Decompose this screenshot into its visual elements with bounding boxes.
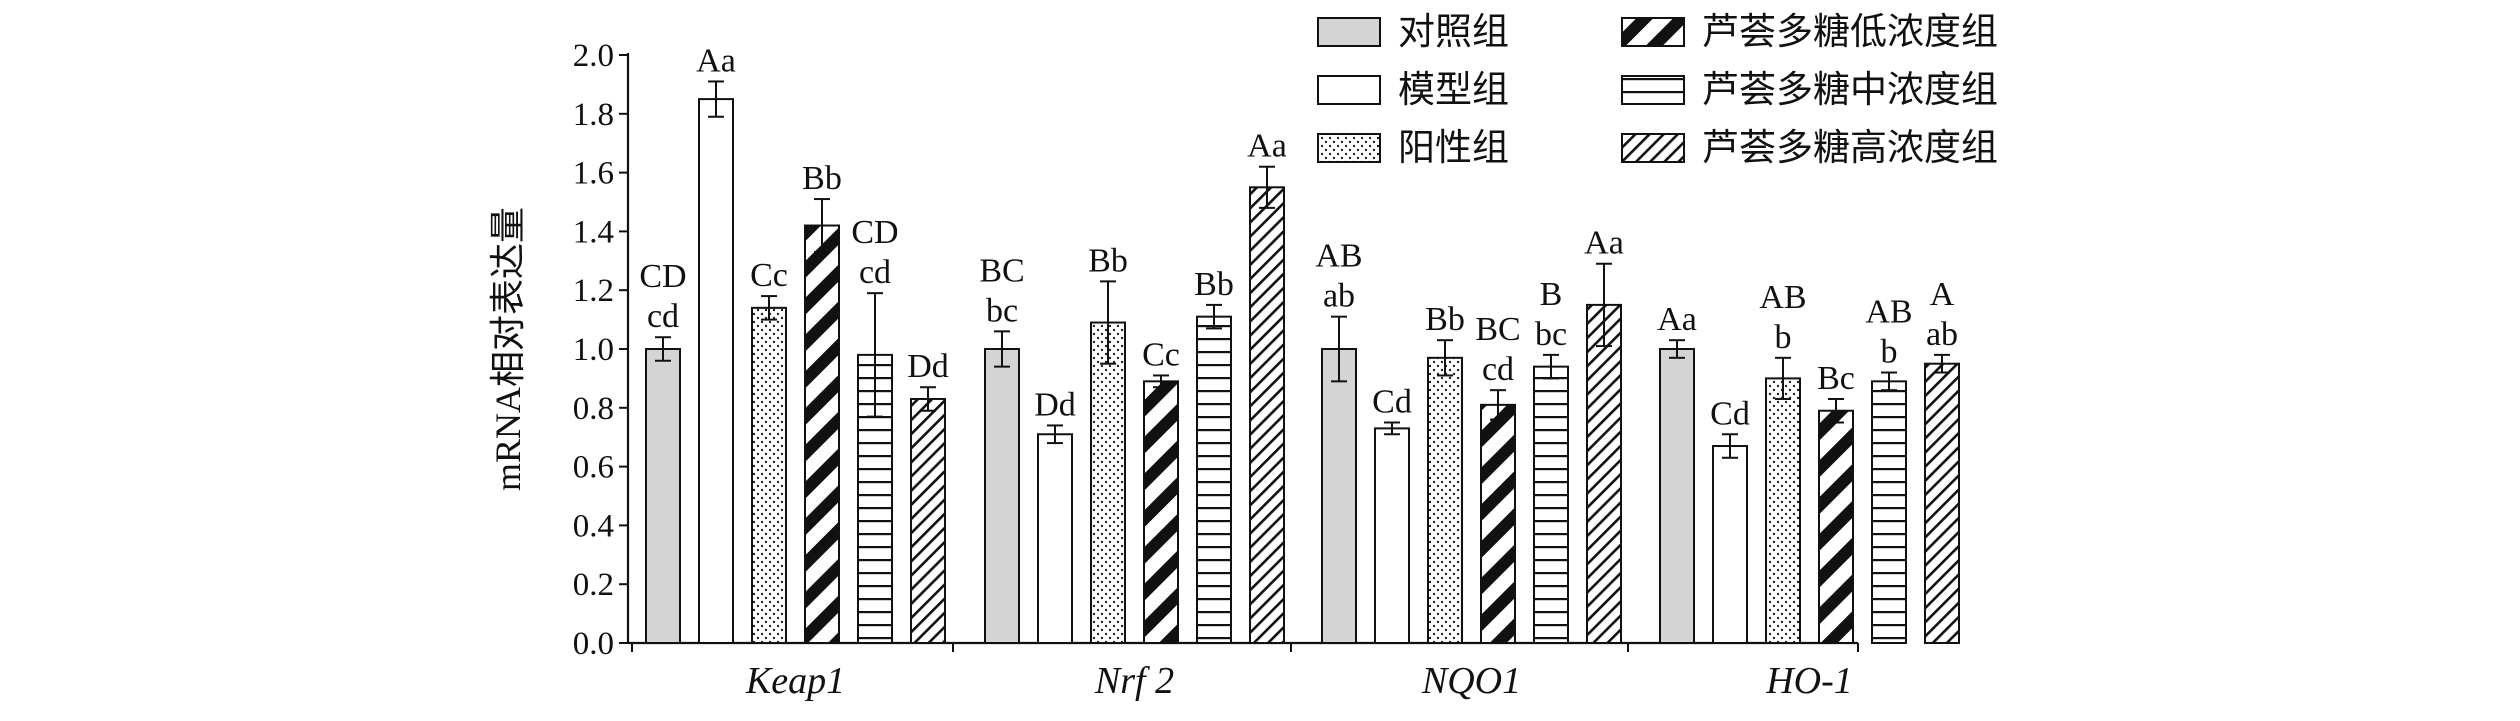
legend-label: 对照组 <box>1398 12 1509 53</box>
y-tick-label: 2.0 <box>573 38 614 74</box>
data-label: Cd <box>1372 384 1412 421</box>
bar <box>1871 380 1907 644</box>
bar <box>1818 409 1854 644</box>
data-label: Bb <box>1425 301 1465 338</box>
bar <box>1924 362 1960 644</box>
data-label: Dd <box>1034 386 1076 423</box>
x-category-label: Nrf 2 <box>1094 660 1174 702</box>
data-label: Bc <box>1817 360 1855 397</box>
legend-swatch <box>1317 17 1381 47</box>
bar <box>1427 356 1463 644</box>
bar <box>1374 427 1410 644</box>
bar <box>1712 445 1748 644</box>
data-label: Bb <box>802 160 842 197</box>
bar <box>645 348 681 644</box>
y-tick-label: 0.8 <box>573 391 614 427</box>
data-label: AB <box>1315 238 1362 275</box>
bar <box>804 224 840 645</box>
data-label: ab <box>1323 278 1355 315</box>
bar <box>910 397 946 645</box>
legend-label: 芦荟多糖高浓度组 <box>1702 127 1998 169</box>
legend-swatch <box>1317 133 1381 163</box>
bar <box>984 348 1020 644</box>
legend-swatch <box>1621 133 1685 163</box>
data-label: AB <box>1759 279 1806 316</box>
bar <box>1037 433 1073 645</box>
data-label: bc <box>1535 316 1567 353</box>
data-label: Dd <box>907 348 949 385</box>
data-label: BC <box>979 252 1024 289</box>
y-tick-label: 1.4 <box>573 214 614 250</box>
y-tick-label: 0.0 <box>573 626 614 662</box>
y-tick-label: 1.8 <box>573 97 614 133</box>
bar <box>1480 403 1516 644</box>
data-label: A <box>1930 276 1955 313</box>
bars <box>645 80 1960 645</box>
data-label: CD <box>639 258 686 295</box>
data-label: Aa <box>1657 301 1697 338</box>
legend-label: 芦荟多糖低浓度组 <box>1702 11 1998 53</box>
data-label: Bb <box>1194 266 1234 303</box>
legend-label: 芦荟多糖中浓度组 <box>1702 69 1998 111</box>
data-label: Cd <box>1710 395 1750 432</box>
data-label: CD <box>851 214 898 251</box>
data-label: Bb <box>1088 242 1128 279</box>
bar <box>1765 377 1801 644</box>
bar <box>1586 303 1622 644</box>
legend-swatch <box>1621 75 1685 105</box>
legend-label: 模型组 <box>1398 69 1509 111</box>
data-label: B <box>1540 276 1563 313</box>
data-label: cd <box>859 254 891 291</box>
bar <box>1533 365 1569 644</box>
data-label: AB <box>1865 294 1912 331</box>
y-tick-label: 0.2 <box>573 567 614 603</box>
data-label: cd <box>647 298 679 335</box>
legend-swatch <box>1621 17 1685 47</box>
data-label: cd <box>1482 351 1514 388</box>
y-tick-label: 1.2 <box>573 273 614 309</box>
x-category-label: Keap1 <box>745 660 845 702</box>
x-category-label: NQO1 <box>1421 660 1521 702</box>
bar <box>1249 186 1285 645</box>
data-label: Aa <box>696 42 736 79</box>
bar <box>751 306 787 644</box>
y-axis-title: mRNA相对表达量 <box>488 207 528 491</box>
y-tick-label: 1.6 <box>573 156 614 192</box>
bar <box>1090 321 1126 644</box>
data-label: Cc <box>750 257 788 294</box>
data-label: BC <box>1475 311 1520 348</box>
bar <box>1659 348 1695 644</box>
x-category-label: HO-1 <box>1765 660 1853 702</box>
y-tick-label: 0.6 <box>573 450 614 486</box>
legend-label: 阳性组 <box>1398 128 1509 169</box>
data-label: bc <box>986 292 1018 329</box>
legend-swatch <box>1317 75 1381 105</box>
data-label: Aa <box>1584 225 1624 262</box>
data-label: Cc <box>1142 336 1180 373</box>
data-label: Aa <box>1247 128 1287 165</box>
bar <box>1321 348 1357 644</box>
y-tick-label: 0.4 <box>573 508 614 544</box>
bar <box>1196 315 1232 644</box>
data-label: b <box>1775 319 1792 356</box>
bar <box>1143 380 1179 644</box>
data-label: b <box>1881 334 1898 371</box>
data-label: ab <box>1926 316 1958 353</box>
y-tick-label: 1.0 <box>573 332 614 368</box>
axes: 0.0 0.2 0.4 0.6 0.8 1.0 1.2 1.4 1.6 1.8 2.0 Keap1 Nr… <box>488 38 1859 702</box>
bar <box>698 98 734 645</box>
